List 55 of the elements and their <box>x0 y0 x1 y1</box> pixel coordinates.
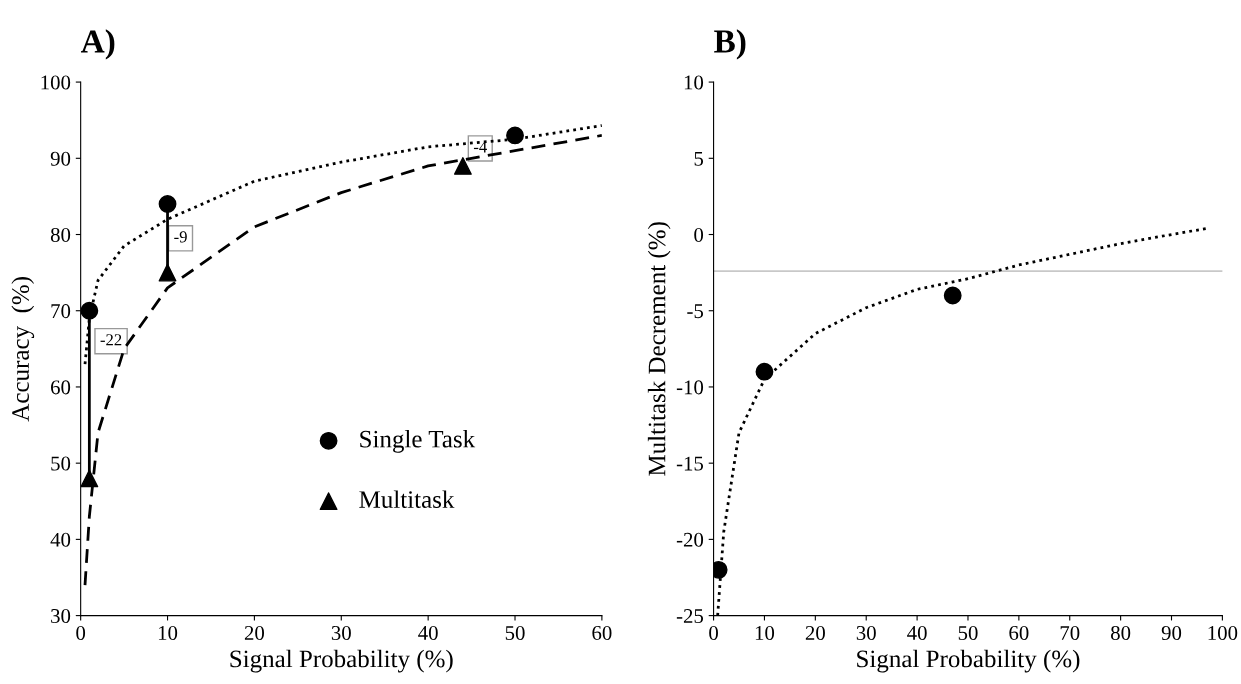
line-series <box>83 134 602 587</box>
y-tick-label: 30 <box>51 608 71 624</box>
point <box>158 263 177 282</box>
point <box>158 195 177 213</box>
y-tick-label: -5 <box>687 304 704 319</box>
y-tick-label: 100 <box>41 75 71 90</box>
x-tick-label: 10 <box>158 625 178 640</box>
x-tick-label: 50 <box>958 625 978 640</box>
y-tick-label: 60 <box>51 380 71 395</box>
point <box>80 469 99 488</box>
x-tick-label: 60 <box>592 625 612 640</box>
x-tick-label: 60 <box>1009 625 1029 640</box>
legend-label: Single Task <box>360 430 476 453</box>
x-axis-title: Signal Probability (%) <box>230 649 453 673</box>
y-tick-label: 5 <box>694 151 704 166</box>
x-tick-label: 0 <box>76 625 86 640</box>
annotation: -9 <box>174 231 187 243</box>
legend-label: Multitask <box>359 490 455 508</box>
x-tick-label: 10 <box>755 625 775 640</box>
chart-title: A) <box>80 29 115 60</box>
annotation: -4 <box>473 141 487 153</box>
y-tick-label: 10 <box>684 75 704 90</box>
x-tick-label: 20 <box>805 625 825 640</box>
y-axis-title: Multitask Decrement (%) <box>647 222 671 476</box>
point <box>943 286 962 305</box>
x-axis-title: Signal Probability (%) <box>857 649 1080 673</box>
x-tick-label: 100 <box>1208 625 1238 640</box>
line-series <box>716 227 1209 616</box>
y-tick-label: 40 <box>50 532 71 547</box>
y-tick-label: -25 <box>676 609 704 624</box>
x-tick-label: 40 <box>418 625 438 640</box>
x-tick-label: 30 <box>856 625 876 640</box>
y-tick-label: 50 <box>51 456 71 471</box>
x-tick-label: 0 <box>709 625 718 640</box>
y-tick-label: -10 <box>676 380 704 395</box>
y-axis-title: Accuracy (%) <box>11 277 35 422</box>
y-tick-label: 70 <box>51 304 71 319</box>
chart-title: B) <box>714 29 746 60</box>
x-tick-label: 70 <box>1060 625 1080 640</box>
x-tick-label: 50 <box>505 625 525 640</box>
point <box>453 157 472 175</box>
point <box>80 301 99 320</box>
point <box>506 126 524 145</box>
y-tick-label: 0 <box>694 227 704 242</box>
x-tick-label: 30 <box>331 625 351 640</box>
point <box>755 362 774 381</box>
x-tick-label: 90 <box>1161 625 1182 640</box>
y-tick-label: -15 <box>676 456 704 471</box>
annotation: -22 <box>100 334 122 346</box>
y-tick-label: 80 <box>50 227 71 242</box>
x-tick-label: 20 <box>244 625 265 640</box>
x-tick-label: 40 <box>907 625 927 640</box>
x-tick-label: 80 <box>1111 625 1131 640</box>
y-tick-label: 90 <box>50 151 71 166</box>
y-tick-label: -20 <box>676 532 704 547</box>
